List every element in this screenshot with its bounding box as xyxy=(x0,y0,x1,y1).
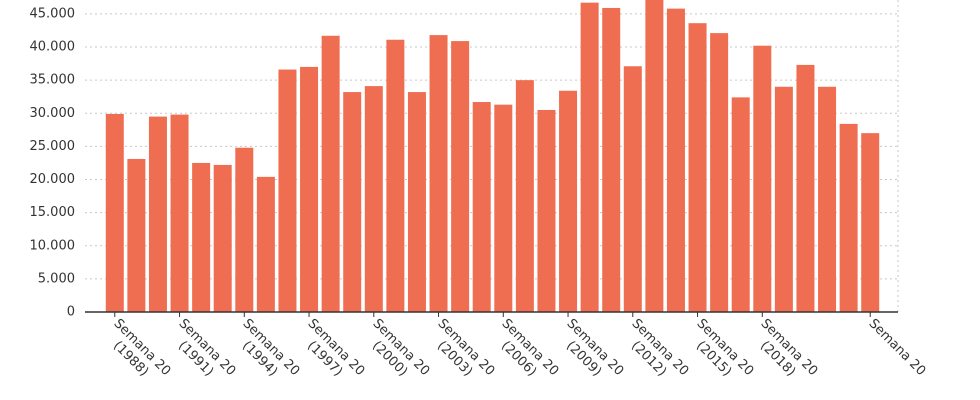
bar xyxy=(192,162,211,312)
bar xyxy=(127,158,146,312)
bar xyxy=(666,8,685,313)
bar xyxy=(429,35,448,313)
bar xyxy=(213,164,232,312)
bar xyxy=(235,147,254,312)
y-tick-label: 10.000 xyxy=(30,238,76,253)
bar xyxy=(537,109,556,312)
y-tick-label: 5.000 xyxy=(38,271,75,286)
bar xyxy=(170,114,189,312)
y-tick-label: 0 xyxy=(67,305,75,320)
bar xyxy=(818,86,837,312)
y-tick-label: 35.000 xyxy=(30,73,76,88)
y-tick-label: 15.000 xyxy=(30,205,76,220)
bar xyxy=(321,35,340,313)
bar xyxy=(839,123,858,312)
y-tick-label: 45.000 xyxy=(30,6,76,21)
bar xyxy=(148,116,167,312)
bar xyxy=(105,113,124,312)
bar xyxy=(451,41,470,312)
bar xyxy=(753,45,772,313)
y-tick-label: 20.000 xyxy=(30,172,76,187)
bar xyxy=(602,7,621,313)
y-tick-label: 40.000 xyxy=(30,40,76,55)
bar xyxy=(710,33,729,312)
bar xyxy=(861,133,880,312)
y-tick-label: 25.000 xyxy=(30,139,76,154)
bar xyxy=(688,23,707,312)
bar xyxy=(364,86,383,312)
bar xyxy=(472,102,491,312)
bar xyxy=(515,80,534,312)
bar xyxy=(494,104,513,313)
bar xyxy=(386,39,405,312)
bar xyxy=(343,92,362,312)
bar xyxy=(623,66,642,312)
y-tick-label: 30.000 xyxy=(30,106,76,121)
bar xyxy=(645,0,664,313)
bar xyxy=(580,2,599,312)
bar xyxy=(300,66,319,313)
bar xyxy=(774,86,793,312)
bar xyxy=(796,64,815,312)
bar xyxy=(256,176,275,312)
bar xyxy=(731,97,750,312)
bar xyxy=(278,69,297,312)
bar xyxy=(407,92,426,312)
bar xyxy=(559,90,578,313)
